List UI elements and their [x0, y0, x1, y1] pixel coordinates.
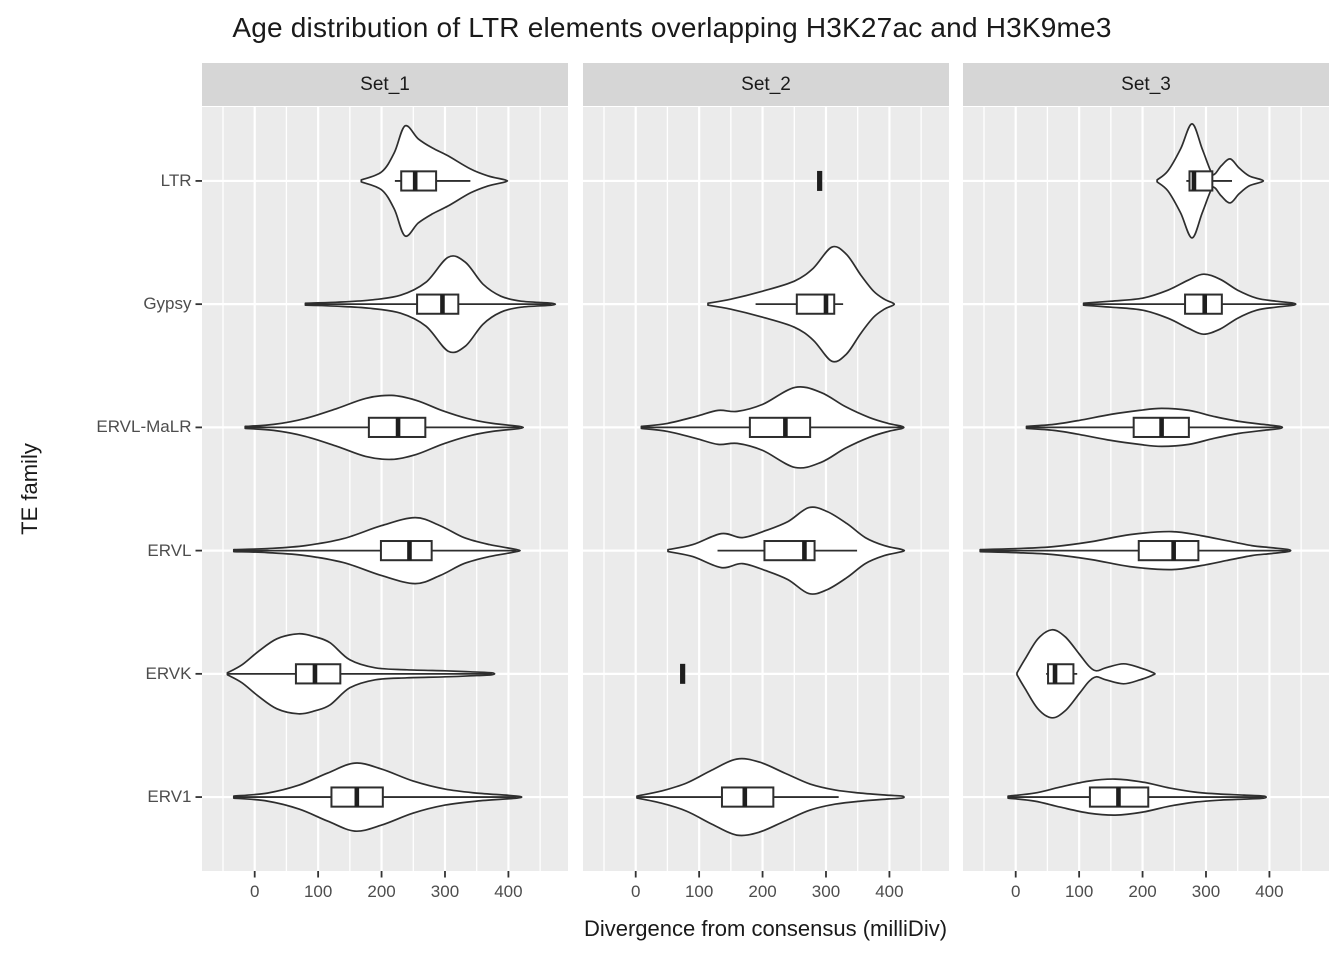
box-Set_1-Gypsy — [416, 293, 460, 315]
x-tick-label: 200 — [367, 882, 396, 901]
box-Set_3-ERVK — [1047, 663, 1075, 685]
median-Set_2-ERVL-MaLR — [783, 417, 788, 437]
y-axis-category-label: LTR — [160, 170, 192, 190]
box-Set_1-LTR — [400, 170, 438, 192]
facet-strip-Set_3 — [963, 63, 1329, 106]
x-tick-label: 100 — [684, 882, 714, 901]
median-Set_1-ERVL-MaLR — [395, 417, 401, 437]
box-Set_2-ERVL — [763, 540, 816, 562]
panel-bg-Set_3 — [963, 107, 1329, 871]
x-tick-label: 100 — [303, 882, 333, 901]
median-Set_2-Gypsy — [823, 294, 829, 314]
bar-Set_2-LTR — [817, 170, 823, 191]
x-tick-label: 0 — [249, 882, 260, 901]
x-tick-label: 300 — [430, 882, 460, 901]
median-Set_3-ERVK — [1052, 664, 1058, 684]
median-Set_2-ERVL — [802, 541, 807, 561]
strip-label-Set_3: Set_3 — [1121, 74, 1171, 95]
box-Set_1-ERVK — [294, 663, 342, 685]
median-Set_3-Gypsy — [1202, 294, 1208, 314]
x-tick-label: 300 — [811, 882, 841, 901]
x-tick-label: 400 — [1255, 882, 1284, 901]
median-Set_3-ERVL — [1171, 541, 1176, 561]
y-axis-category-label: Gypsy — [143, 294, 192, 314]
median-Set_2-ERV1 — [742, 787, 748, 807]
x-tick-label: 0 — [630, 882, 641, 901]
y-axis-category-label: ERV1 — [147, 787, 192, 807]
violin-Set_3-ERVK — [1016, 628, 1156, 719]
x-tick-label: 200 — [1128, 882, 1157, 901]
strip-label-Set_1: Set_1 — [360, 74, 410, 95]
facet-strip-Set_1 — [202, 63, 568, 106]
median-Set_3-ERV1 — [1116, 787, 1121, 807]
median-Set_1-ERVK — [312, 664, 318, 684]
median-Set_3-ERVL-MaLR — [1159, 417, 1164, 437]
bar-Set_2-ERVK — [680, 663, 686, 684]
x-axis-title: Divergence from consensus (milliDiv) — [583, 916, 948, 941]
y-axis-category-label: ERVL-MaLR — [96, 417, 192, 437]
box-Set_2-ERV1 — [720, 786, 775, 808]
y-axis-category-label: ERVK — [145, 663, 192, 683]
x-tick-label: 0 — [1010, 882, 1021, 901]
x-tick-label: 200 — [748, 882, 777, 901]
median-Set_1-LTR — [412, 171, 418, 191]
box-Set_3-ERVL — [1137, 540, 1200, 562]
median-Set_1-Gypsy — [440, 294, 445, 314]
median-Set_1-ERV1 — [354, 787, 360, 807]
x-tick-label: 400 — [875, 882, 904, 901]
plot-title: Age distribution of LTR elements overlap… — [232, 12, 1112, 43]
x-tick-label: 400 — [494, 882, 523, 901]
x-tick-label: 300 — [1191, 882, 1221, 901]
median-Set_1-ERVL — [407, 541, 412, 561]
box-Set_2-ERVL-MaLR — [748, 416, 812, 438]
panel-bg-Set_1 — [202, 107, 568, 871]
y-axis-category-label: ERVL — [147, 540, 192, 560]
panel-bg-Set_2 — [583, 107, 949, 871]
facet-strip-Set_2 — [583, 63, 949, 106]
x-tick-label: 100 — [1064, 882, 1094, 901]
strip-label-Set_2: Set_2 — [741, 74, 791, 95]
box-Set_1-ERVL — [379, 540, 433, 562]
median-Set_3-LTR — [1191, 171, 1197, 191]
box-Set_2-Gypsy — [795, 293, 836, 315]
